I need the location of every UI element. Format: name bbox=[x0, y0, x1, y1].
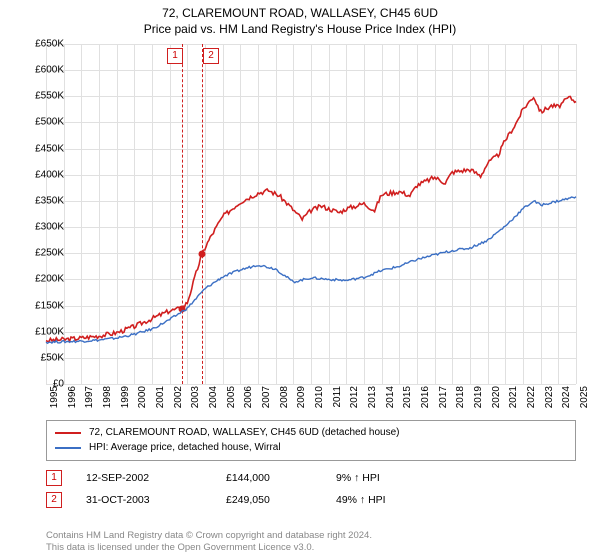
legend-row: HPI: Average price, detached house, Wirr… bbox=[55, 441, 567, 455]
events-table: 1 12-SEP-2002£144,0009% ↑ HPI 2 31-OCT-2003… bbox=[46, 464, 436, 514]
x-tick-label: 2015 bbox=[402, 386, 413, 408]
y-tick-label: £400K bbox=[24, 169, 64, 180]
x-tick-label: 2019 bbox=[473, 386, 484, 408]
y-tick-label: £650K bbox=[24, 39, 64, 50]
chart-container: 72, CLAREMOUNT ROAD, WALLASEY, CH45 6UD … bbox=[0, 0, 600, 560]
x-tick-label: 2013 bbox=[367, 386, 378, 408]
y-tick-label: £50K bbox=[24, 352, 64, 363]
x-tick-label: 2001 bbox=[155, 386, 166, 408]
y-tick-label: £550K bbox=[24, 91, 64, 102]
legend-label: HPI: Average price, detached house, Wirr… bbox=[89, 441, 281, 455]
x-tick-label: 2024 bbox=[561, 386, 572, 408]
x-tick-label: 1995 bbox=[49, 386, 60, 408]
x-tick-label: 2005 bbox=[226, 386, 237, 408]
footer-line1: Contains HM Land Registry data © Crown c… bbox=[46, 530, 372, 542]
chart-title: 72, CLAREMOUNT ROAD, WALLASEY, CH45 6UD bbox=[0, 6, 600, 20]
gridline-v bbox=[576, 44, 577, 384]
x-tick-label: 2006 bbox=[243, 386, 254, 408]
x-tick-label: 2004 bbox=[208, 386, 219, 408]
x-tick-label: 2011 bbox=[332, 386, 343, 408]
x-tick-label: 2014 bbox=[385, 386, 396, 408]
event-price: £249,050 bbox=[226, 494, 336, 506]
x-tick-label: 1996 bbox=[67, 386, 78, 408]
legend-swatch bbox=[55, 447, 81, 449]
x-tick-label: 2025 bbox=[579, 386, 590, 408]
event-table-row: 1 12-SEP-2002£144,0009% ↑ HPI bbox=[46, 470, 436, 486]
y-tick-label: £350K bbox=[24, 195, 64, 206]
legend-label: 72, CLAREMOUNT ROAD, WALLASEY, CH45 6UD … bbox=[89, 426, 400, 440]
x-tick-label: 2022 bbox=[526, 386, 537, 408]
event-pct: 49% ↑ HPI bbox=[336, 494, 436, 506]
x-tick-label: 1998 bbox=[102, 386, 113, 408]
x-tick-label: 2000 bbox=[137, 386, 148, 408]
y-tick-label: £500K bbox=[24, 117, 64, 128]
x-tick-label: 2010 bbox=[314, 386, 325, 408]
event-num: 1 bbox=[46, 470, 62, 486]
chart-lines bbox=[46, 44, 576, 384]
y-tick-label: £300K bbox=[24, 222, 64, 233]
x-tick-label: 2009 bbox=[296, 386, 307, 408]
x-tick-label: 1999 bbox=[120, 386, 131, 408]
event-date: 31-OCT-2003 bbox=[86, 494, 226, 506]
x-tick-label: 2008 bbox=[279, 386, 290, 408]
legend-row: 72, CLAREMOUNT ROAD, WALLASEY, CH45 6UD … bbox=[55, 426, 567, 440]
y-tick-label: £450K bbox=[24, 143, 64, 154]
x-tick-label: 2016 bbox=[420, 386, 431, 408]
series-price_paid bbox=[46, 97, 576, 342]
title-block: 72, CLAREMOUNT ROAD, WALLASEY, CH45 6UD … bbox=[0, 0, 600, 36]
legend: 72, CLAREMOUNT ROAD, WALLASEY, CH45 6UD … bbox=[46, 420, 576, 461]
x-tick-label: 2023 bbox=[544, 386, 555, 408]
event-num: 2 bbox=[46, 492, 62, 508]
y-tick-label: £100K bbox=[24, 326, 64, 337]
x-tick-label: 2012 bbox=[349, 386, 360, 408]
gridline-h bbox=[46, 384, 576, 385]
footer-line2: This data is licensed under the Open Gov… bbox=[46, 542, 372, 554]
y-tick-label: £600K bbox=[24, 65, 64, 76]
x-tick-label: 2002 bbox=[173, 386, 184, 408]
event-table-row: 2 31-OCT-2003£249,05049% ↑ HPI bbox=[46, 492, 436, 508]
x-tick-label: 1997 bbox=[84, 386, 95, 408]
y-tick-label: £250K bbox=[24, 248, 64, 259]
event-date: 12-SEP-2002 bbox=[86, 472, 226, 484]
x-tick-label: 2017 bbox=[438, 386, 449, 408]
y-tick-label: £200K bbox=[24, 274, 64, 285]
plot-area: 12 bbox=[46, 44, 576, 384]
chart-subtitle: Price paid vs. HM Land Registry's House … bbox=[0, 22, 600, 36]
x-tick-label: 2020 bbox=[491, 386, 502, 408]
series-hpi bbox=[46, 197, 576, 344]
event-number-box: 1 bbox=[167, 48, 183, 64]
event-price: £144,000 bbox=[226, 472, 336, 484]
event-pct: 9% ↑ HPI bbox=[336, 472, 436, 484]
x-tick-label: 2018 bbox=[455, 386, 466, 408]
event-number-box: 2 bbox=[203, 48, 219, 64]
y-tick-label: £150K bbox=[24, 300, 64, 311]
x-tick-label: 2003 bbox=[190, 386, 201, 408]
x-tick-label: 2021 bbox=[508, 386, 519, 408]
footer-attribution: Contains HM Land Registry data © Crown c… bbox=[46, 530, 372, 554]
legend-swatch bbox=[55, 432, 81, 434]
x-tick-label: 2007 bbox=[261, 386, 272, 408]
